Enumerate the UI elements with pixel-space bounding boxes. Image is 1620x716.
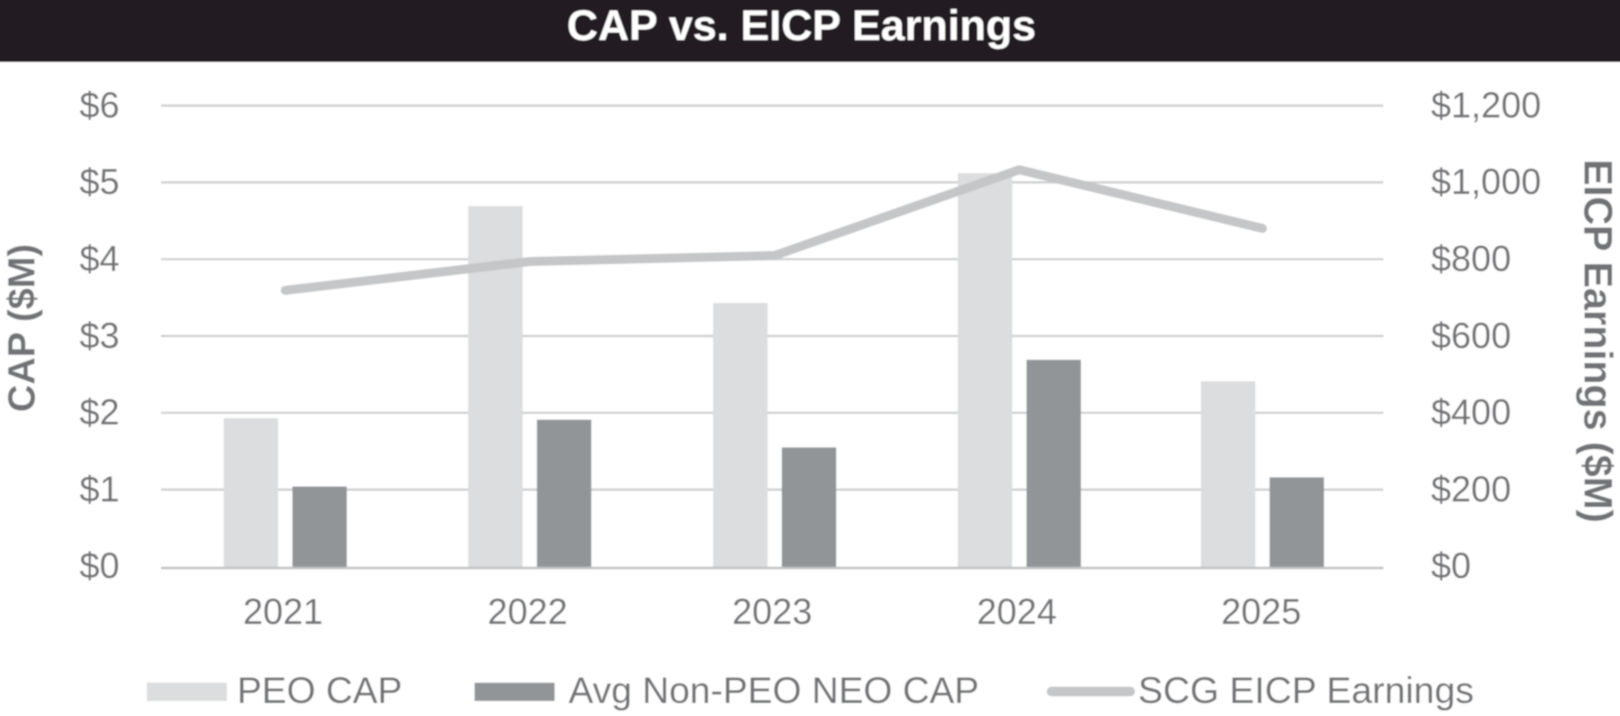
svg-text:$200: $200 bbox=[1431, 468, 1511, 509]
svg-text:$0: $0 bbox=[1431, 545, 1471, 586]
svg-text:$1,200: $1,200 bbox=[1431, 84, 1541, 125]
svg-text:$600: $600 bbox=[1431, 315, 1511, 356]
svg-text:Avg Non-PEO NEO CAP: Avg Non-PEO NEO CAP bbox=[569, 669, 980, 711]
svg-text:2024: 2024 bbox=[977, 591, 1057, 632]
svg-text:$3: $3 bbox=[79, 315, 119, 356]
svg-text:$6: $6 bbox=[79, 84, 119, 125]
svg-text:$0: $0 bbox=[79, 545, 119, 586]
svg-text:2025: 2025 bbox=[1221, 591, 1301, 632]
svg-text:CAP ($M): CAP ($M) bbox=[2, 244, 44, 412]
svg-text:$2: $2 bbox=[79, 392, 119, 433]
svg-text:$400: $400 bbox=[1431, 392, 1511, 433]
svg-text:$1,000: $1,000 bbox=[1431, 161, 1541, 202]
svg-text:2021: 2021 bbox=[243, 591, 323, 632]
svg-text:$4: $4 bbox=[79, 238, 119, 279]
svg-text:PEO CAP: PEO CAP bbox=[237, 669, 402, 711]
svg-text:2022: 2022 bbox=[488, 591, 568, 632]
svg-text:CAP vs. EICP Earnings: CAP vs. EICP Earnings bbox=[567, 2, 1036, 50]
svg-text:SCG EICP Earnings: SCG EICP Earnings bbox=[1138, 669, 1474, 711]
svg-text:$1: $1 bbox=[79, 468, 119, 509]
svg-text:$5: $5 bbox=[79, 161, 119, 202]
svg-text:$800: $800 bbox=[1431, 238, 1511, 279]
svg-text:2023: 2023 bbox=[732, 591, 812, 632]
svg-text:EICP Earnings ($M): EICP Earnings ($M) bbox=[1575, 159, 1619, 523]
